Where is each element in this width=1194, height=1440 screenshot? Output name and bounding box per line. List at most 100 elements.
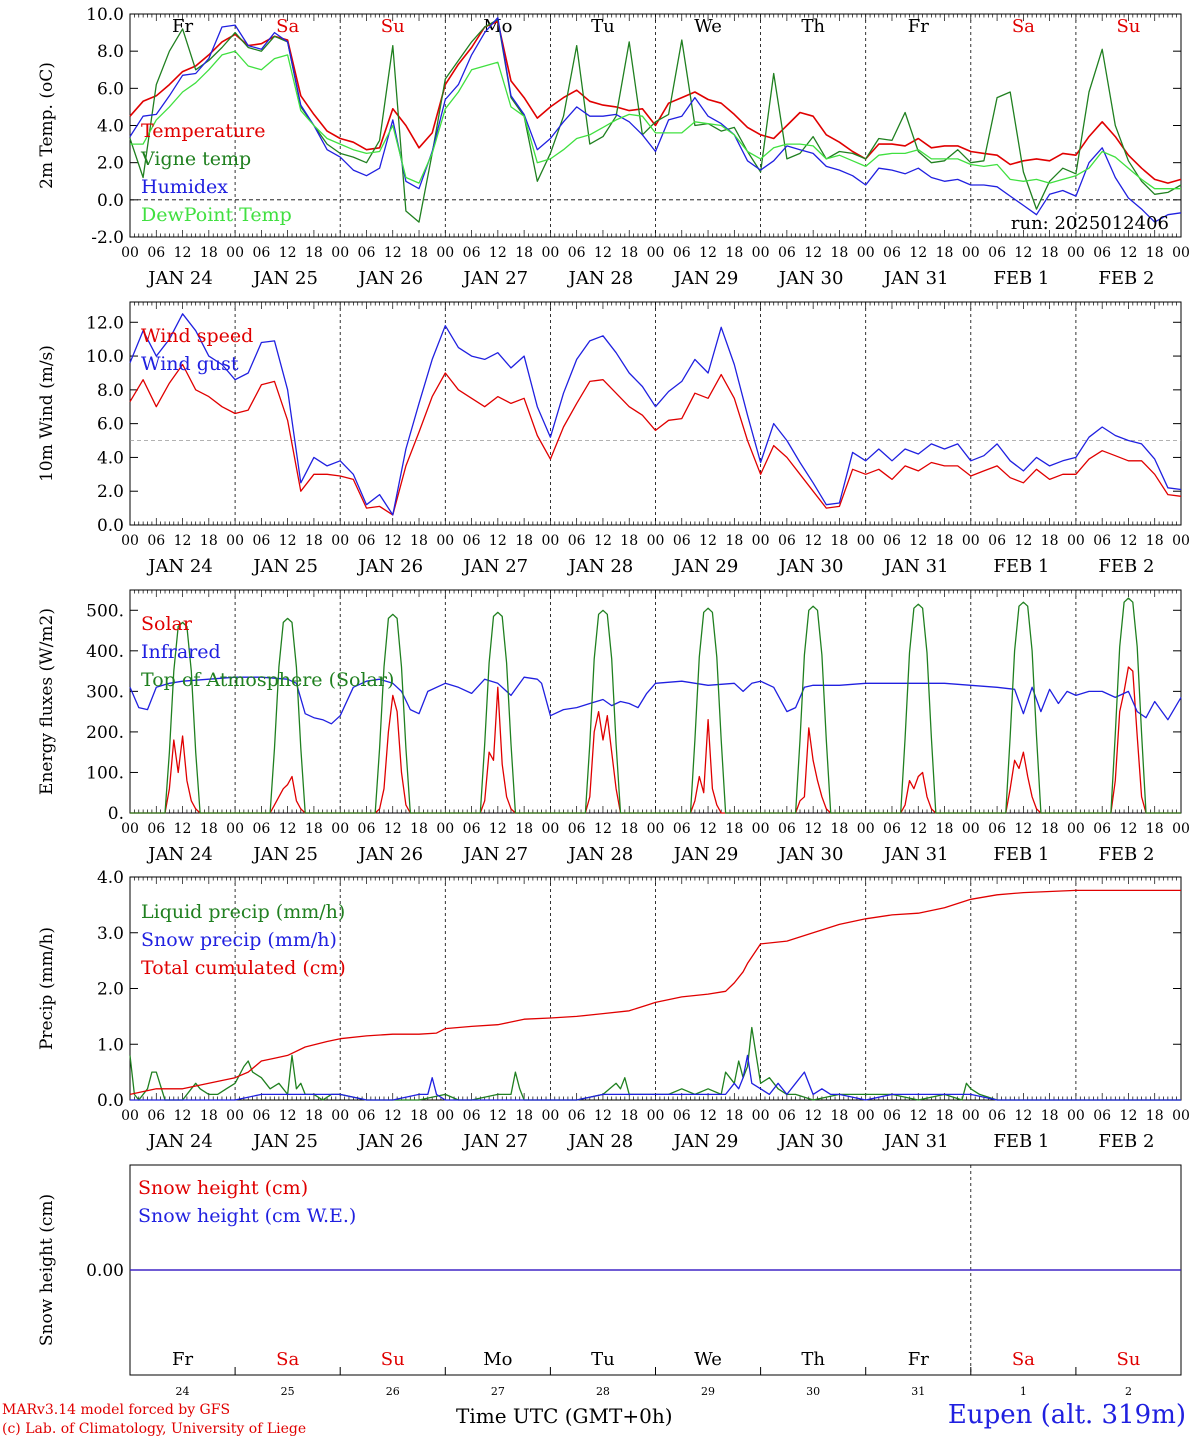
x-hour-label: 06 — [252, 533, 270, 549]
x-hour-label: 00 — [121, 245, 139, 261]
x-date-label: FEB 2 — [1098, 268, 1154, 289]
x-hour-label: 12 — [174, 1108, 192, 1124]
x-hour-label: 12 — [489, 245, 507, 261]
y-tick-label: 0.0 — [97, 191, 124, 211]
x-hour-label: 18 — [410, 1108, 428, 1124]
x-hour-label: 06 — [1093, 1108, 1111, 1124]
x-hour-label: 18 — [1146, 821, 1164, 837]
x-hour-label: 00 — [857, 533, 875, 549]
y-axis-label: 2m Temp. (oC) — [37, 62, 57, 189]
x-hour-label: 00 — [962, 821, 980, 837]
x-date-label: JAN 27 — [462, 268, 529, 289]
x-hour-label: 00 — [647, 821, 665, 837]
day-name-label: Th — [801, 1349, 825, 1370]
x-hour-label: 06 — [358, 245, 376, 261]
x-hour-label: 18 — [936, 821, 954, 837]
x-hour-label: 12 — [594, 821, 612, 837]
x-hour-label: 18 — [515, 821, 533, 837]
x-hour-label: 00 — [226, 533, 244, 549]
x-hour-label: 12 — [384, 1108, 402, 1124]
station-name: Eupen (alt. 319m) — [947, 1400, 1186, 1430]
x-date-label: JAN 31 — [882, 556, 949, 577]
series-line — [129, 889, 1181, 1096]
x-hour-label: 18 — [725, 1108, 743, 1124]
x-hour-label: 12 — [174, 533, 192, 549]
y-tick-label: 100. — [86, 763, 124, 783]
x-date-label: JAN 31 — [882, 268, 949, 289]
x-hour-label: 06 — [883, 245, 901, 261]
x-hour-label: 06 — [568, 533, 586, 549]
series-line — [129, 313, 1182, 516]
x-hour-label: 00 — [541, 533, 559, 549]
y-tick-label: 4.0 — [97, 868, 124, 888]
x-hour-label: 00 — [1172, 245, 1190, 261]
x-hour-label: 12 — [489, 821, 507, 837]
x-hour-label: 00 — [647, 533, 665, 549]
x-date-label: JAN 30 — [777, 268, 844, 289]
legend-entry: Liquid precip (mm/h) — [141, 901, 345, 923]
x-hour-label: 12 — [279, 533, 297, 549]
x-date-label: JAN 30 — [777, 556, 844, 577]
x-hour-label: 00 — [857, 821, 875, 837]
legend-entry: Snow precip (mm/h) — [141, 929, 337, 951]
x-hour-label: 18 — [200, 245, 218, 261]
day-name-label: Tu — [591, 1349, 615, 1370]
x-hour-label: 06 — [252, 1108, 270, 1124]
x-hour-label: 06 — [778, 245, 796, 261]
day-name-label: Su — [1116, 1349, 1140, 1370]
legend-entry: Wind gust — [141, 353, 239, 375]
x-hour-label: 06 — [883, 1108, 901, 1124]
x-hour-label: 18 — [1041, 245, 1059, 261]
x-hour-label: 00 — [752, 1108, 770, 1124]
x-date-label: JAN 25 — [251, 556, 318, 577]
x-hour-label: 00 — [1067, 1108, 1085, 1124]
series-line — [130, 1054, 1181, 1101]
x-date-label: JAN 27 — [462, 1131, 529, 1152]
x-hour-label: 00 — [121, 821, 139, 837]
x-hour-label: 00 — [962, 1108, 980, 1124]
y-tick-label: 2.0 — [97, 154, 124, 174]
legend-entry: Humidex — [141, 176, 228, 198]
x-hour-label: 12 — [1014, 1108, 1032, 1124]
x-date-label: JAN 31 — [882, 1131, 949, 1152]
x-hour-label: 06 — [147, 245, 165, 261]
x-hour-label: 06 — [673, 1108, 691, 1124]
x-hour-label: 00 — [121, 533, 139, 549]
x-hour-label: 00 — [647, 1108, 665, 1124]
x-date-label: JAN 30 — [777, 844, 844, 865]
x-date-label: JAN 24 — [146, 844, 213, 865]
x-hour-label: 06 — [358, 821, 376, 837]
legend-entry: Temperature — [141, 120, 265, 142]
day-number-label: 27 — [491, 1385, 505, 1398]
x-date-label: JAN 28 — [567, 556, 634, 577]
x-date-label: JAN 27 — [462, 844, 529, 865]
legend-entry: Wind speed — [141, 325, 253, 347]
x-hour-label: 00 — [857, 1108, 875, 1124]
x-hour-label: 12 — [174, 821, 192, 837]
day-name-label: Su — [381, 16, 405, 37]
x-hour-label: 06 — [463, 1108, 481, 1124]
day-name-label: Su — [381, 1349, 405, 1370]
day-number-label: 1 — [1020, 1385, 1027, 1398]
y-tick-label: 4.0 — [97, 448, 124, 468]
day-name-label: Fr — [172, 1349, 193, 1370]
x-hour-label: 00 — [1067, 245, 1085, 261]
x-hour-label: 12 — [909, 245, 927, 261]
x-hour-label: 12 — [699, 245, 717, 261]
x-hour-label: 12 — [279, 245, 297, 261]
x-date-label: JAN 28 — [567, 268, 634, 289]
day-name-label: Mo — [483, 16, 512, 37]
x-hour-label: 18 — [305, 1108, 323, 1124]
x-date-label: JAN 24 — [146, 1131, 213, 1152]
y-tick-label: 2.0 — [97, 980, 124, 1000]
x-hour-label: 18 — [620, 245, 638, 261]
y-axis-label: Snow height (cm) — [37, 1194, 57, 1346]
day-name-label: We — [694, 1349, 722, 1370]
x-date-label: JAN 29 — [672, 556, 739, 577]
x-hour-label: 12 — [804, 821, 822, 837]
y-tick-label: 0.00 — [86, 1261, 124, 1281]
x-hour-label: 06 — [673, 533, 691, 549]
x-hour-label: 18 — [725, 821, 743, 837]
day-number-label: 29 — [701, 1385, 715, 1398]
x-date-label: JAN 29 — [672, 268, 739, 289]
